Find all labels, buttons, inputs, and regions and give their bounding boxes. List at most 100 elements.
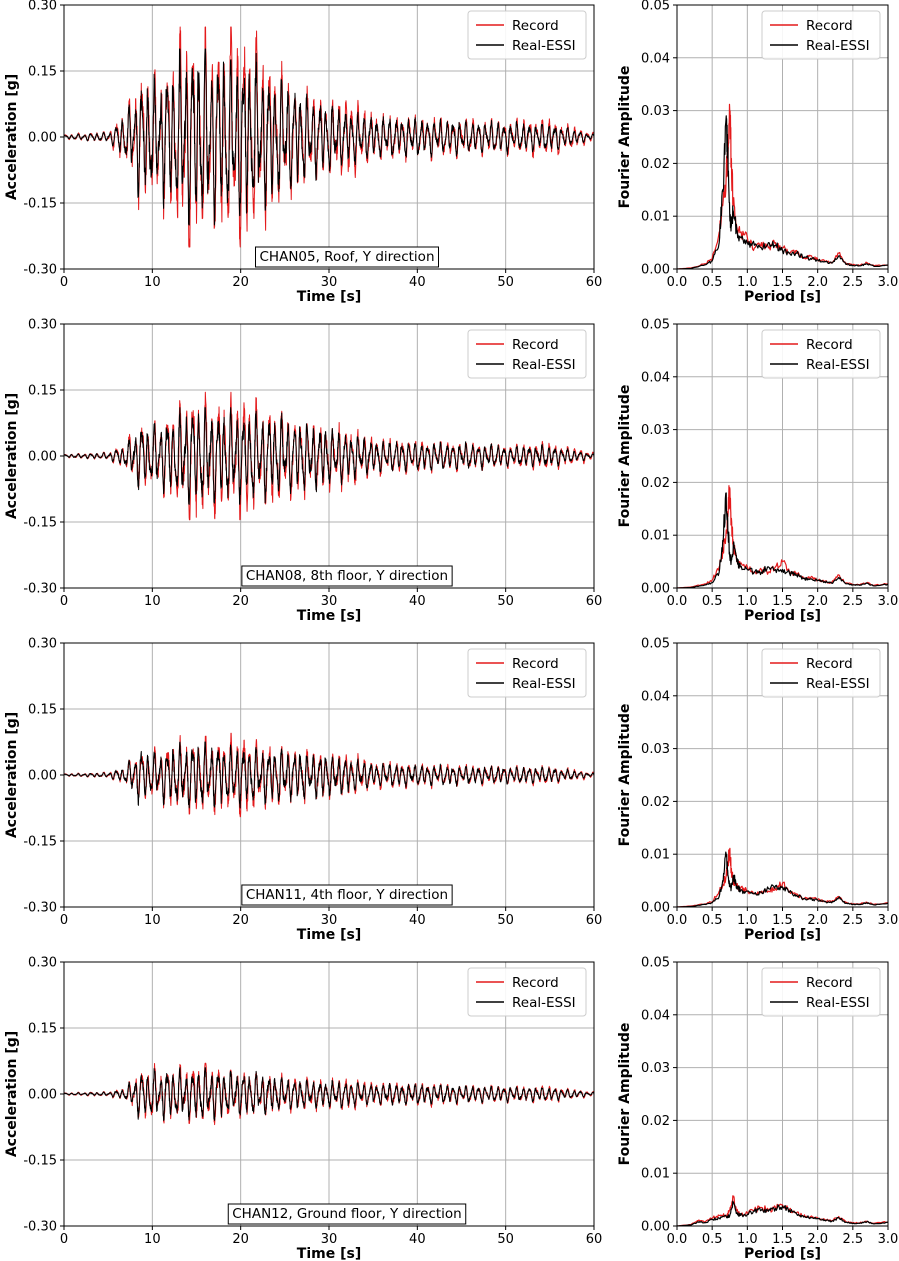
axes-frame [676, 961, 889, 1227]
y-tick-label: 0.00 [641, 582, 670, 597]
y-tick-label: 0.05 [641, 318, 670, 333]
channel-annotation: CHAN11, 4th floor, Y direction [241, 884, 453, 906]
x-tick-label: 0 [60, 594, 68, 609]
legend-entry-realessi: Real-ESSI [512, 995, 576, 1011]
axes-frame [63, 323, 595, 589]
x-tick-label: 0.5 [702, 913, 723, 928]
y-tick-label: 0.04 [641, 370, 670, 385]
x-tick-label: 2.0 [807, 913, 828, 928]
series-line-realessi [64, 48, 594, 226]
series-line-realessi [64, 1067, 594, 1121]
y-tick-label: 0.04 [641, 1008, 670, 1023]
x-tick-label: 20 [232, 913, 249, 928]
y-tick-label: 0.00 [641, 1220, 670, 1235]
series-group [64, 26, 594, 248]
y-tick-label: 0.30 [28, 637, 57, 652]
channel-annotation-text: CHAN08, 8th floor, Y direction [246, 568, 448, 584]
x-tick-label: 0.0 [667, 913, 688, 928]
chart-ts-chan08: 0 10 20 30 40 50 60 -0.30 -0.15 0.00 0.15 0.30 Time … [4, 318, 602, 625]
chart-fa-chan11: 0.0 0.5 1.0 1.5 2.0 2.5 3.0 0.00 0.01 0.02 0.03 0.0… [617, 637, 898, 944]
channel-annotation-box [227, 1203, 467, 1225]
x-tick-label: 3.0 [878, 594, 899, 609]
y-tick-label: 0.01 [641, 1167, 670, 1182]
x-tick-label: 3.0 [878, 913, 899, 928]
x-tick-label: 0 [60, 275, 68, 290]
y-axis-label: Fourier Amplitude [617, 66, 633, 209]
series-group [677, 103, 888, 269]
x-tick-label: 1.5 [772, 913, 793, 928]
y-tick-label: 0.05 [641, 956, 670, 971]
y-tick-label: 0.05 [641, 0, 670, 14]
x-tick-label: 2.5 [842, 275, 863, 290]
axes-frame [676, 642, 889, 908]
x-tick-label: 3.0 [878, 1232, 899, 1247]
chart-fa-chan12: 0.0 0.5 1.0 1.5 2.0 2.5 3.0 0.00 0.01 0.02 0.03 0.0… [617, 956, 898, 1261]
x-tick-label: 20 [232, 1232, 249, 1247]
legend-box [467, 648, 587, 698]
legend: Record Real-ESSI [761, 10, 881, 60]
series-group [677, 485, 888, 588]
y-tick-label: 0.02 [641, 795, 670, 810]
x-axis-label: Period [s] [744, 1246, 821, 1261]
x-tick-label: 20 [232, 594, 249, 609]
legend-entry-record: Record [512, 656, 559, 672]
chart-fa-chan05: 0.0 0.5 1.0 1.5 2.0 2.5 3.0 0.00 0.01 0.02 0.03 0.0… [617, 0, 898, 305]
x-tick-label: 1.5 [772, 275, 793, 290]
x-tick-label: 0.5 [702, 275, 723, 290]
x-tick-label: 2.5 [842, 913, 863, 928]
legend-box [467, 967, 587, 1017]
legend-box [467, 10, 587, 60]
x-tick-label: 2.0 [807, 594, 828, 609]
x-tick-label: 0.0 [667, 1232, 688, 1247]
x-axis-label: Period [s] [744, 608, 821, 624]
y-tick-label: -0.15 [23, 1154, 57, 1169]
series-group [64, 1062, 594, 1126]
y-axis-label: Acceleration [g] [4, 712, 20, 838]
y-tick-label: 0.03 [641, 1061, 670, 1076]
axes-frame [63, 642, 595, 908]
y-tick-label: 0.03 [641, 104, 670, 119]
channel-annotation-box [255, 246, 439, 268]
chart-ts-chan11: 0 10 20 30 40 50 60 -0.30 -0.15 0.00 0.15 0.30 Time … [4, 637, 602, 944]
series-line-realessi [677, 851, 888, 907]
legend-entry-record: Record [806, 656, 853, 672]
channel-annotation-text: CHAN12, Ground floor, Y direction [232, 1206, 461, 1222]
channel-annotation-box [241, 565, 453, 587]
x-tick-label: 2.5 [842, 1232, 863, 1247]
x-axis-label: Period [s] [744, 289, 821, 305]
legend-entry-record: Record [806, 337, 853, 353]
y-tick-label: -0.30 [23, 263, 57, 278]
y-tick-label: 0.02 [641, 1114, 670, 1129]
y-tick-label: 0.01 [641, 210, 670, 225]
legend: Record Real-ESSI [761, 329, 881, 379]
y-axis-label: Fourier Amplitude [617, 1023, 633, 1166]
channel-annotation: CHAN12, Ground floor, Y direction [227, 1203, 467, 1225]
x-tick-label: 0 [60, 913, 68, 928]
axes-frame [63, 4, 595, 270]
series-line-realessi [677, 492, 888, 588]
legend: Record Real-ESSI [761, 967, 881, 1017]
x-tick-label: 30 [321, 1232, 338, 1247]
legend-box [761, 10, 881, 60]
x-tick-label: 50 [497, 913, 514, 928]
legend-entry-record: Record [512, 337, 559, 353]
legend-box [761, 648, 881, 698]
x-tick-label: 60 [586, 275, 603, 290]
x-tick-label: 1.5 [772, 594, 793, 609]
channel-annotation-box [241, 884, 453, 906]
legend-entry-realessi: Real-ESSI [806, 357, 870, 373]
y-tick-label: -0.30 [23, 1220, 57, 1235]
series-line-record [677, 485, 888, 588]
x-tick-label: 10 [144, 594, 161, 609]
y-tick-label: 0.15 [28, 65, 57, 80]
y-tick-label: 0.03 [641, 742, 670, 757]
legend-box [761, 329, 881, 379]
legend-entry-record: Record [806, 975, 853, 991]
x-tick-label: 60 [586, 1232, 603, 1247]
y-tick-label: 0.04 [641, 51, 670, 66]
y-tick-label: 0.00 [641, 263, 670, 278]
x-tick-label: 0.5 [702, 594, 723, 609]
legend: Record Real-ESSI [467, 10, 587, 60]
x-tick-label: 10 [144, 1232, 161, 1247]
